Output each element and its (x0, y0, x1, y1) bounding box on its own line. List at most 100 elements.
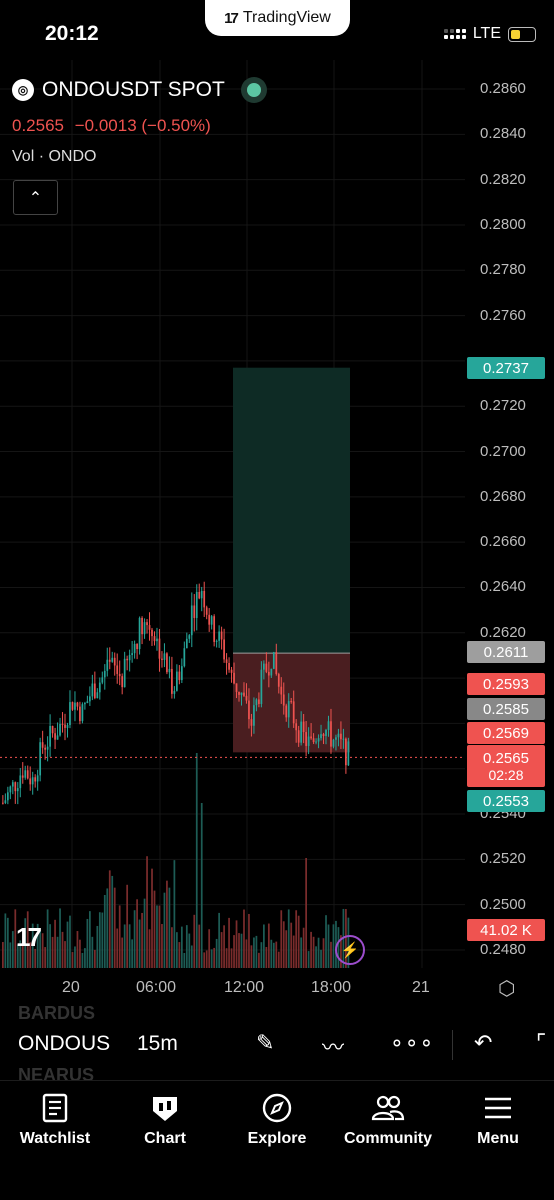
candle (14, 782, 17, 792)
volume-bar (16, 944, 19, 968)
candle (270, 668, 273, 676)
volume-bar (297, 915, 300, 968)
volume-bar (193, 914, 196, 968)
market-open-indicator (246, 83, 261, 97)
candles (2, 581, 350, 805)
symbol-selector[interactable]: ONDOUS (18, 1032, 111, 1055)
nav-community-label: Community (344, 1130, 432, 1147)
candle (54, 733, 56, 740)
signal-icon (443, 29, 466, 39)
volume-bar (188, 933, 191, 968)
volume-bar (93, 949, 96, 968)
volume-bar (98, 912, 101, 968)
candle (332, 739, 335, 747)
price-axis-label: 0.2500 (480, 895, 526, 913)
nav-chart-label: Chart (144, 1130, 186, 1147)
nav-community[interactable]: Community (333, 1091, 443, 1148)
nav-explore[interactable]: Explore (222, 1091, 332, 1148)
volume-bar (178, 942, 181, 968)
symbol-row[interactable]: ◎ ONDOUSDT SPOT (12, 78, 261, 102)
nav-menu[interactable]: Menu (443, 1091, 553, 1148)
undo-icon[interactable]: ↶ (474, 1030, 493, 1055)
candle (24, 770, 27, 778)
candle (322, 734, 325, 737)
candle (56, 735, 59, 740)
candle (228, 662, 230, 670)
indicators-icon[interactable]: 〰 (322, 1035, 345, 1060)
more-options-icon[interactable]: ∘∘∘ (390, 1030, 435, 1055)
volume-bar (310, 931, 312, 968)
candle (113, 657, 116, 666)
volume-bar (322, 938, 325, 968)
volume-bar (2, 942, 4, 968)
candle (220, 631, 223, 640)
candle (295, 723, 298, 731)
candle (317, 738, 320, 742)
candle (300, 721, 303, 743)
candle (138, 617, 141, 650)
volume-bar (176, 932, 178, 968)
fullscreen-icon[interactable]: ⌜ (536, 1030, 547, 1055)
nav-watchlist[interactable]: Watchlist (0, 1091, 110, 1148)
chart-icon (110, 1091, 220, 1125)
candle (41, 742, 44, 748)
volume-bar (61, 931, 64, 968)
candle (345, 738, 347, 766)
volume-bar (327, 924, 330, 968)
volume-bar (54, 919, 56, 968)
volume-bar (325, 915, 327, 968)
network-label: LTE (472, 25, 501, 42)
volume-bar (121, 937, 124, 968)
volume-bar (158, 905, 161, 968)
volume-bar (19, 940, 22, 968)
volume-bar (300, 937, 303, 968)
time-label-1200: 12:00 (224, 979, 265, 996)
candle (116, 665, 119, 674)
candle (123, 658, 126, 688)
collapse-legend-button[interactable]: ⌃ (13, 180, 58, 215)
tradingview-badge-label: TradingView (242, 9, 331, 26)
candle (151, 629, 153, 637)
volume-bar (280, 910, 283, 968)
candle (156, 638, 158, 642)
volume-bar (205, 950, 208, 968)
price-axis-label: 0.2640 (480, 578, 526, 596)
price-chart[interactable] (0, 0, 554, 1000)
chart-settings-icon[interactable]: ⬡ (498, 978, 516, 1000)
price-axis-label: 0.2720 (480, 397, 526, 415)
candle (320, 734, 322, 739)
volume-bar (66, 921, 69, 968)
volume-bar (180, 926, 183, 968)
volume-bar (248, 913, 250, 968)
candle (178, 671, 181, 681)
volume-bar (106, 888, 109, 968)
price-axis-label: 0.2760 (480, 306, 526, 324)
volume-bar (76, 931, 79, 968)
candle (171, 668, 173, 694)
candle (39, 742, 42, 776)
price-axis-label: 0.2660 (480, 533, 526, 551)
volume-bar (317, 937, 320, 968)
candle (193, 605, 196, 618)
battery-icon (508, 26, 536, 42)
candle (240, 692, 243, 695)
drawing-pen-icon[interactable]: ✎ (256, 1030, 275, 1055)
lightning-icon[interactable]: ⚡ (335, 935, 365, 965)
interval-selector[interactable]: 15m (137, 1032, 178, 1055)
volume-bar (44, 947, 46, 968)
volume-bar (113, 887, 116, 968)
nav-chart[interactable]: Chart (110, 1091, 220, 1148)
candle (312, 738, 315, 743)
volume-bar (235, 920, 238, 968)
candle (208, 614, 211, 625)
candle (287, 701, 290, 718)
candle (347, 741, 350, 766)
volume-bar (267, 923, 270, 968)
price-axis-label: 0.2800 (480, 215, 526, 233)
volume-bar (86, 918, 89, 968)
volume-bar (240, 933, 243, 968)
last-price: 0.2565 (12, 116, 64, 135)
candle (260, 669, 263, 704)
candle (290, 701, 293, 703)
volume-bar (116, 928, 119, 968)
